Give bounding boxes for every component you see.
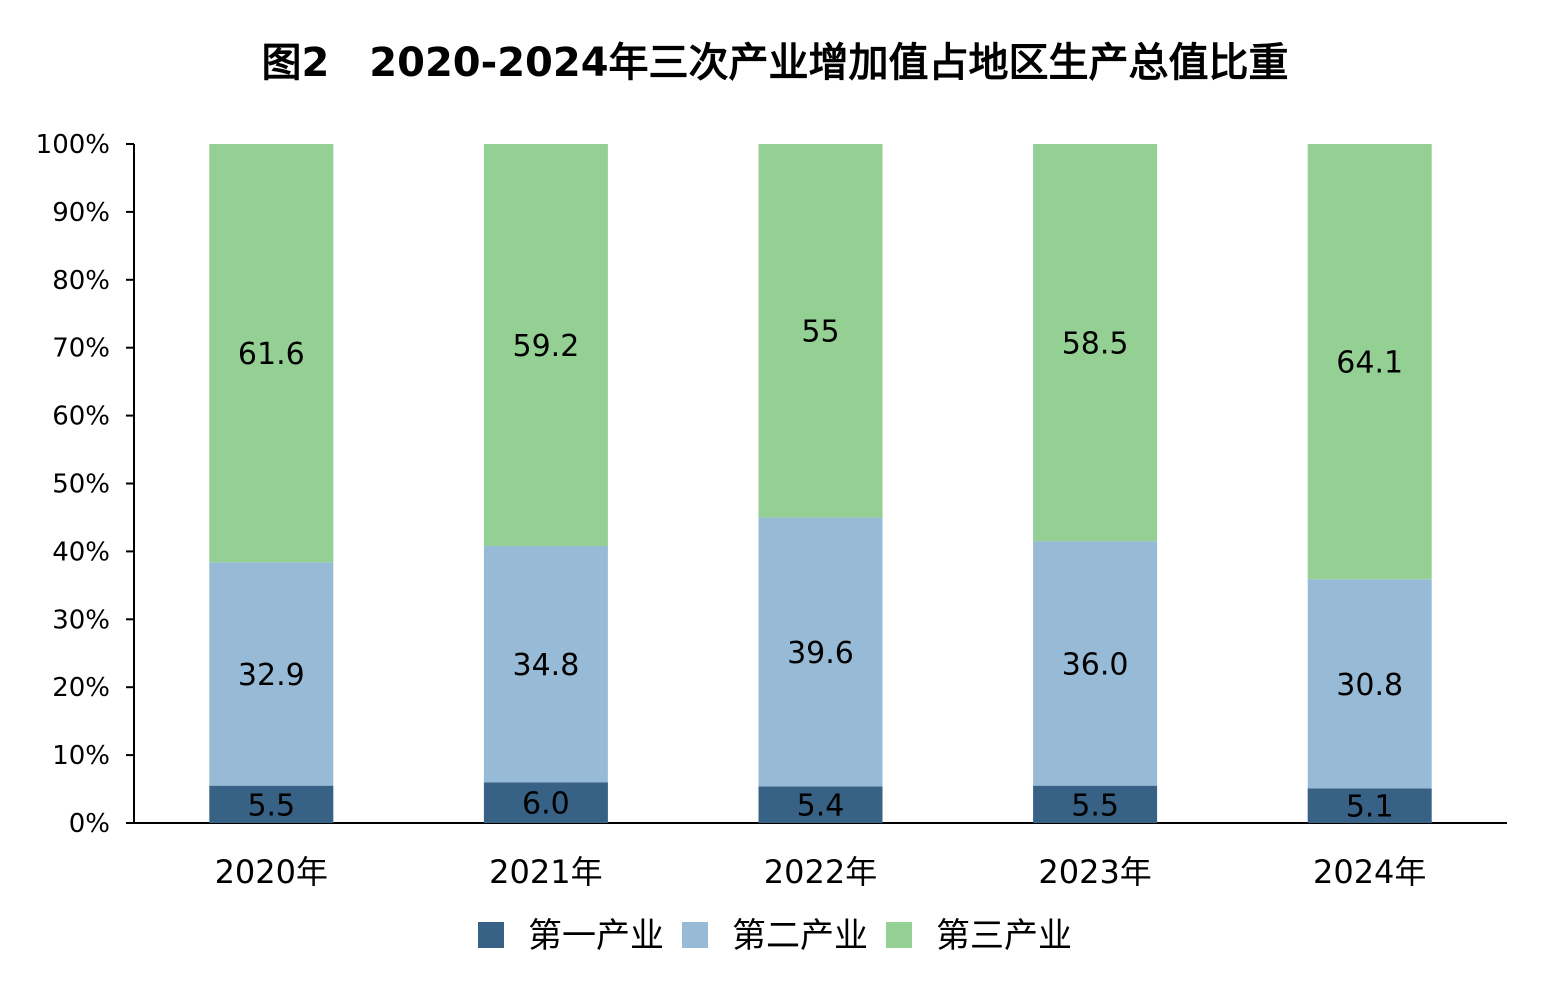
bar-segment	[483, 144, 608, 546]
data-label: 34.8	[513, 648, 580, 683]
bar-segment	[1307, 788, 1432, 823]
y-tick-label: 70%	[52, 334, 110, 364]
axes: 0% 10% 20% 30% 40% 50% 60% 70% 80% 90% 100% 2020年 20…	[36, 130, 1507, 891]
legend-swatch	[478, 922, 504, 948]
bar-segment	[758, 144, 883, 518]
y-tick-label: 40%	[52, 537, 110, 567]
bars	[209, 144, 1432, 823]
data-label: 32.9	[238, 658, 305, 693]
data-label: 5.5	[247, 788, 295, 823]
legend-label: 第一产业	[528, 916, 664, 956]
bar-segment	[483, 782, 608, 823]
y-tick-label: 80%	[52, 266, 110, 296]
legend-label: 第三产业	[936, 916, 1072, 956]
y-tick-label: 20%	[52, 673, 110, 703]
data-label: 30.8	[1336, 668, 1403, 703]
y-tick-label: 30%	[52, 605, 110, 635]
x-tick-label: 2023年	[1038, 853, 1151, 891]
bar-segment	[758, 786, 883, 823]
bar-segment	[483, 545, 608, 783]
y-tick-label: 90%	[52, 198, 110, 228]
legend: 第一产业 第二产业 第三产业	[478, 916, 1072, 956]
legend-swatch	[682, 922, 708, 948]
data-label: 55	[801, 315, 839, 350]
x-tick-label: 2022年	[764, 853, 877, 891]
x-tick-label: 2021年	[489, 853, 602, 891]
bar-segment	[1033, 541, 1158, 786]
bar-segment	[209, 785, 334, 823]
y-tick-label: 100%	[36, 130, 110, 160]
legend-swatch	[886, 922, 912, 948]
data-label: 5.5	[1071, 788, 1119, 823]
data-label: 58.5	[1062, 327, 1129, 362]
data-label: 5.1	[1346, 790, 1394, 825]
y-tick-label: 10%	[52, 741, 110, 771]
data-label: 59.2	[513, 329, 580, 364]
data-label: 61.6	[238, 337, 305, 372]
bar-segment	[758, 517, 883, 787]
y-tick-label: 60%	[52, 402, 110, 432]
bar-segment	[1307, 144, 1432, 580]
legend-label: 第二产业	[732, 916, 868, 956]
y-tick-label: 0%	[69, 809, 110, 839]
data-label: 5.4	[797, 789, 845, 824]
data-labels: 5.5 32.9 61.6 6.0 34.8 59.2 5.4 39.6 55 5.5 36.0 58…	[238, 315, 1403, 825]
data-label: 64.1	[1336, 346, 1403, 381]
bar-segment	[209, 562, 334, 786]
data-label: 39.6	[787, 636, 854, 671]
x-tick-label: 2024年	[1313, 853, 1426, 891]
data-label: 6.0	[522, 787, 570, 822]
x-tick-label: 2020年	[215, 853, 328, 891]
bar-segment	[1307, 579, 1432, 789]
chart-title: 图2 2020-2024年三次产业增加值占地区生产总值比重	[261, 40, 1288, 86]
data-label: 36.0	[1062, 647, 1129, 682]
bar-segment	[209, 144, 334, 563]
bar-segment	[1033, 144, 1158, 542]
bar-segment	[1033, 785, 1158, 823]
y-tick-label: 50%	[52, 470, 110, 500]
